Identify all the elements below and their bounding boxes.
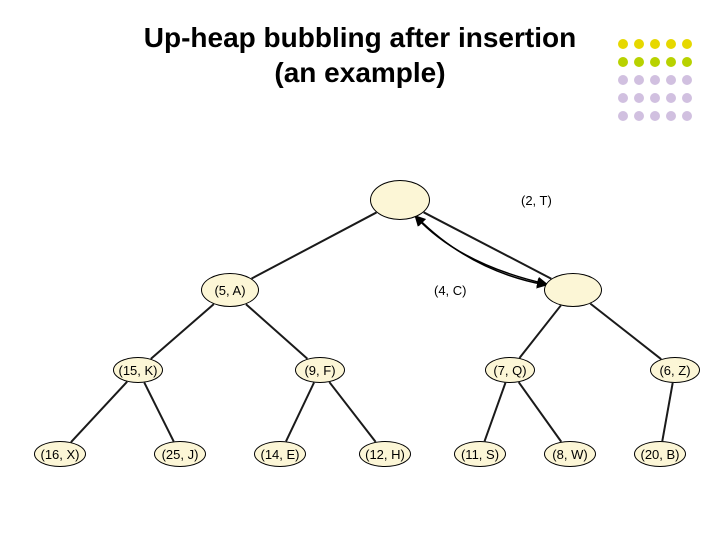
tree-edge — [246, 304, 307, 359]
heap-node: (8, W) — [544, 441, 596, 467]
heap-node: (16, X) — [34, 441, 86, 467]
swap-arc-inner — [416, 217, 545, 285]
heap-node: (5, A) — [201, 273, 259, 307]
heap-node-label: (16, X) — [40, 447, 79, 462]
tree-edge — [252, 212, 377, 278]
heap-node: (6, Z) — [650, 357, 700, 383]
swap-arc-outer — [416, 217, 546, 284]
tree-edge — [519, 382, 562, 442]
heap-node-label: (4, C) — [434, 283, 467, 298]
tree-edge — [590, 304, 661, 360]
heap-node: (20, B) — [634, 441, 686, 467]
heap-node-label: (5, A) — [214, 283, 245, 298]
tree-edge — [519, 305, 560, 358]
heap-node: (15, K) — [113, 357, 163, 383]
heap-node: (2, T) — [370, 180, 430, 220]
heap-node: (4, C) — [544, 273, 602, 307]
heap-node-label: (6, Z) — [659, 363, 690, 378]
heap-node: (7, Q) — [485, 357, 535, 383]
tree-edge — [485, 383, 506, 441]
heap-node: (12, H) — [359, 441, 411, 467]
heap-node: (14, E) — [254, 441, 306, 467]
heap-node: (9, F) — [295, 357, 345, 383]
tree-edge — [286, 383, 314, 442]
heap-node-label: (2, T) — [521, 193, 552, 208]
tree-edge — [329, 382, 375, 442]
heap-node-label: (12, H) — [365, 447, 405, 462]
tree-edge — [151, 304, 214, 359]
tree-edge — [424, 212, 552, 278]
heap-node-label: (11, S) — [461, 447, 499, 462]
heap-node-label: (15, K) — [118, 363, 157, 378]
heap-node: (11, S) — [454, 441, 506, 467]
heap-node-label: (20, B) — [640, 447, 679, 462]
tree-edge — [662, 383, 672, 441]
heap-node-label: (7, Q) — [493, 363, 526, 378]
heap-node-label: (9, F) — [304, 363, 335, 378]
heap-node: (25, J) — [154, 441, 206, 467]
diagram-stage: Up-heap bubbling after insertion(an exam… — [0, 0, 720, 540]
tree-edge — [144, 383, 173, 442]
heap-node-label: (14, E) — [260, 447, 299, 462]
heap-node-label: (25, J) — [162, 447, 199, 462]
heap-node-label: (8, W) — [552, 447, 587, 462]
tree-edge — [71, 382, 127, 443]
